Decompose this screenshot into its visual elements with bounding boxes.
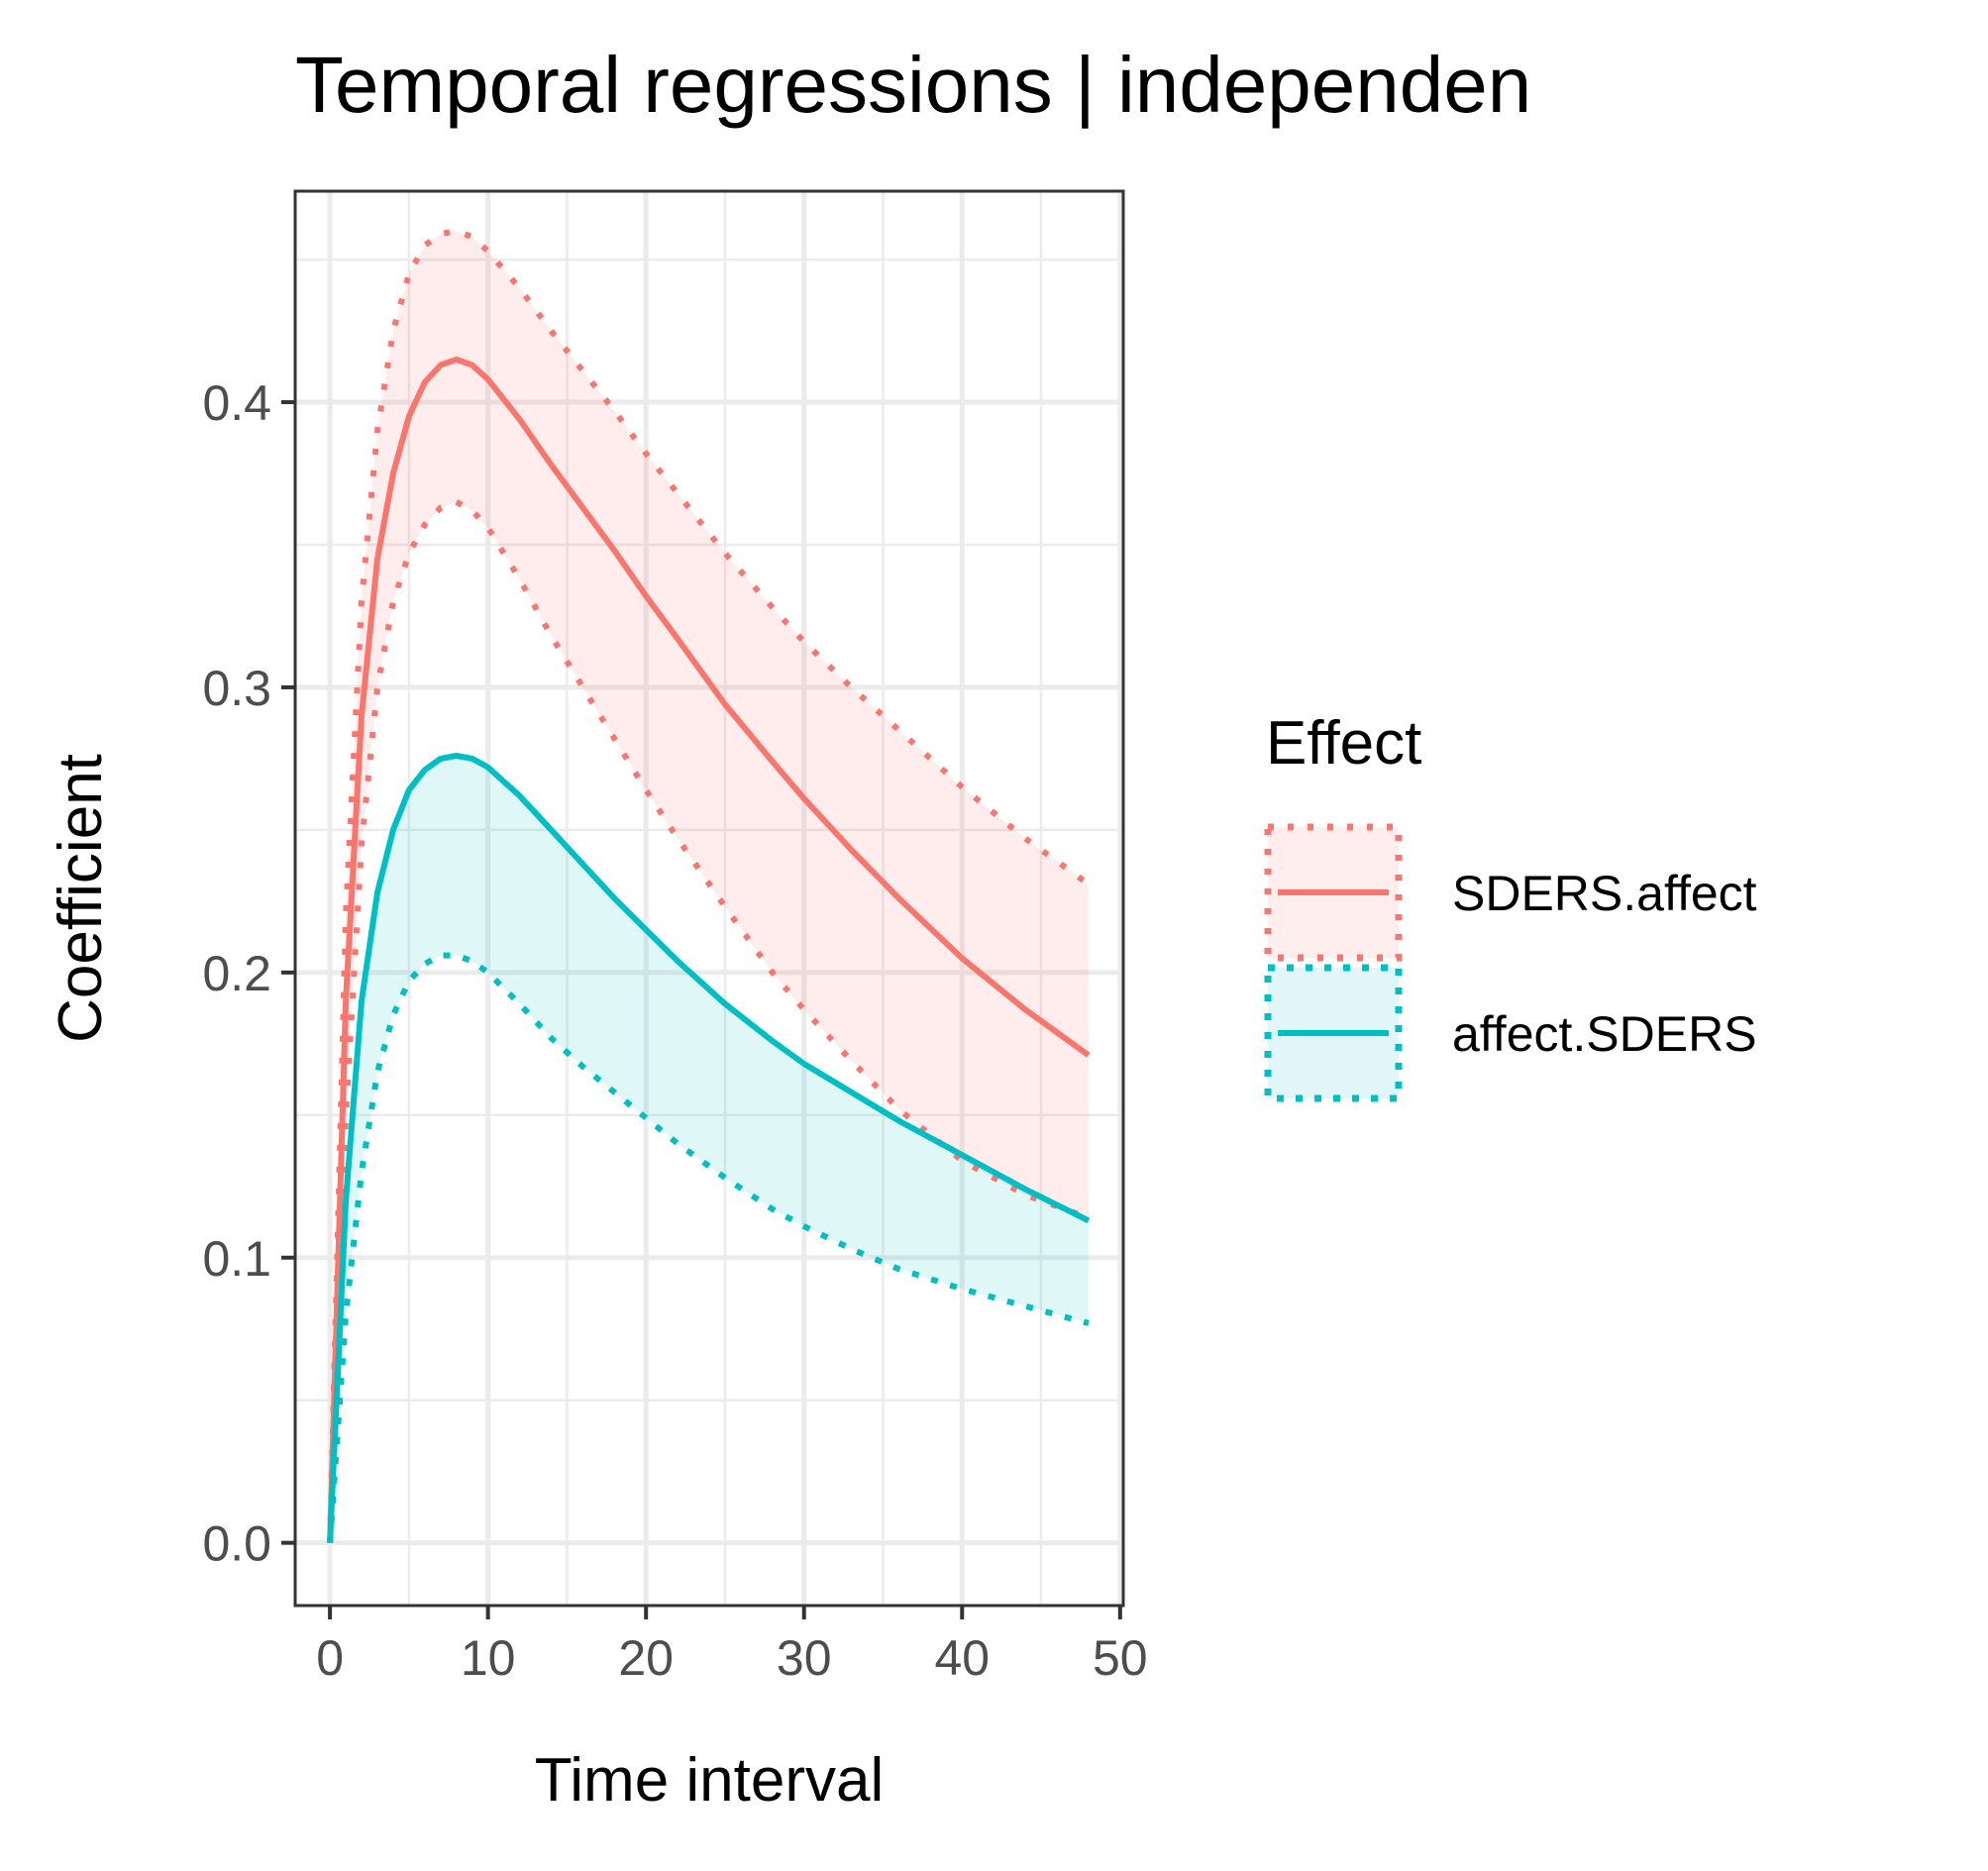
y-axis-title: Coefficient — [47, 754, 115, 1043]
confidence-ribbons — [330, 231, 1089, 1543]
legend-label-affect-sders: affect.SDERS — [1452, 1006, 1757, 1062]
legend-label-sders-affect: SDERS.affect — [1452, 866, 1757, 921]
sders-affect-upper-bound-line — [327, 228, 1091, 1543]
grid-major — [295, 191, 1123, 1606]
x-tick-label: 30 — [777, 1630, 832, 1686]
legend-title: Effect — [1266, 709, 1421, 778]
y-tick-label: 0.0 — [202, 1516, 271, 1572]
x-axis: 0 10 20 30 40 50 — [316, 1606, 1148, 1686]
x-tick-label: 20 — [618, 1630, 674, 1686]
estimate-lines — [327, 356, 1091, 1543]
affect-sders-lower-bound-line — [327, 952, 1090, 1543]
sders-affect-ribbon — [330, 231, 1089, 1543]
confidence-bound-lines — [327, 228, 1091, 1543]
affect-sders-estimate-line — [327, 753, 1091, 1543]
x-axis-title: Time interval — [535, 1746, 885, 1815]
chart-title: Temporal regressions | independen — [295, 41, 1531, 129]
legend-item-affect-sders: affect.SDERS — [1264, 964, 1757, 1102]
x-tick-label: 50 — [1093, 1630, 1148, 1686]
y-axis: 0.0 0.1 0.2 0.3 0.4 — [202, 375, 295, 1572]
affect-sders-ribbon — [330, 756, 1089, 1543]
x-tick-label: 0 — [316, 1630, 344, 1686]
sders-affect-estimate-line — [327, 356, 1091, 1543]
y-tick-label: 0.4 — [202, 375, 271, 431]
x-tick-label: 10 — [461, 1630, 516, 1686]
legend-items: SDERS.affect affect.SDERS — [1264, 823, 1757, 1102]
x-tick-label: 40 — [934, 1630, 990, 1686]
y-tick-label: 0.2 — [202, 946, 271, 1001]
legend-item-sders-affect: SDERS.affect — [1264, 823, 1757, 962]
plot-panel — [293, 189, 1125, 1608]
y-tick-label: 0.3 — [202, 661, 271, 716]
plot-background — [295, 191, 1123, 1606]
y-tick-label: 0.1 — [202, 1231, 271, 1287]
plot-border — [293, 189, 1125, 1608]
legend: Effect SDERS.affect affect.SDERS — [1264, 709, 1757, 1102]
